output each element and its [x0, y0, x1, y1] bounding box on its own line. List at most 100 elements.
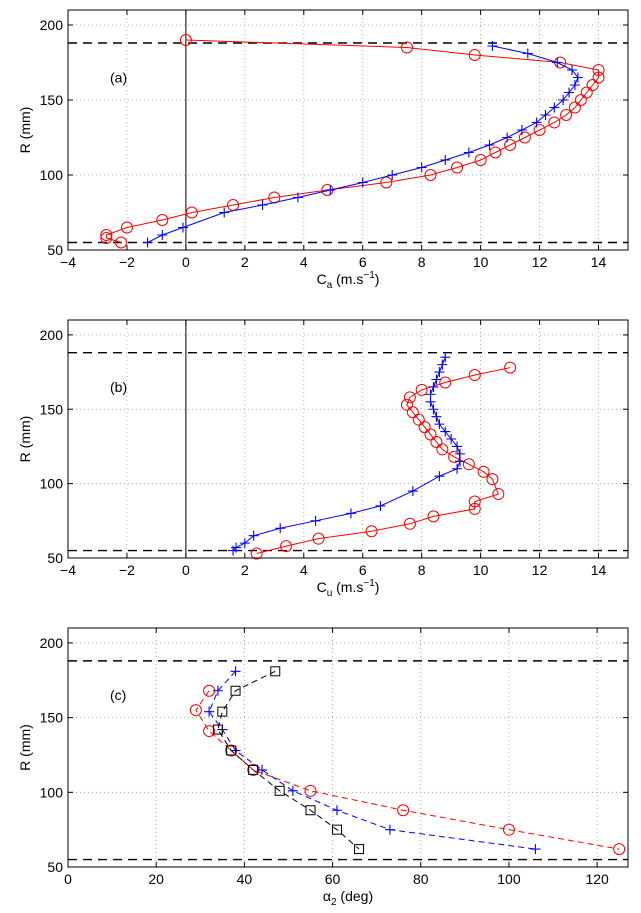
y-axis-label: R (mm): [17, 416, 33, 463]
data-point: [100, 229, 113, 241]
x-tick-label: −4: [60, 254, 76, 270]
data-point: [304, 784, 317, 797]
y-tick-label: 50: [47, 550, 63, 566]
data-point: [257, 200, 268, 210]
axes-box: [67, 627, 629, 868]
x-axis-label-unit-close: ): [375, 579, 380, 595]
x-tick-label: 40: [237, 871, 253, 887]
data-point: [468, 369, 481, 382]
data-point: [424, 428, 437, 441]
data-point: [387, 170, 398, 180]
data-point: [142, 237, 153, 248]
data-point: [403, 517, 416, 530]
y-tick-label: 200: [40, 17, 64, 33]
x-axis-label: Cu (m.s−1): [317, 578, 380, 599]
data-point: [217, 706, 228, 717]
data-point: [489, 146, 502, 159]
series-2: [228, 352, 465, 556]
data-point: [452, 463, 463, 474]
data-point: [248, 764, 259, 775]
x-axis-label-unit: (m.s: [332, 271, 363, 287]
data-point: [440, 352, 451, 363]
x-axis-label-superscript: −1: [363, 578, 375, 589]
x-tick-label: 4: [300, 562, 308, 578]
data-point: [219, 207, 230, 218]
chart-panel-1: −4 −2 0 2 4 6 8 10 12 14 50 100 150 200 (a) R (mm) Ca (m…: [17, 9, 629, 291]
panel-label: (a): [110, 70, 127, 86]
data-point: [397, 804, 410, 817]
x-axis-label-unit-close: ): [375, 271, 380, 287]
x-tick-label: 12: [532, 254, 548, 270]
data-point: [531, 117, 542, 128]
data-point: [613, 843, 626, 856]
data-point: [568, 101, 581, 114]
series-line: [208, 670, 536, 850]
data-point: [504, 139, 517, 151]
panel-label: (c): [110, 687, 126, 703]
series-line: [256, 367, 511, 555]
data-point: [569, 80, 580, 90]
x-tick-label: 6: [359, 562, 367, 578]
data-point: [204, 706, 215, 717]
data-point: [533, 124, 546, 136]
series-line: [195, 690, 620, 850]
data-point: [431, 411, 442, 422]
chart-panel-2: −4 −2 0 2 4 6 8 10 12 14 50 100 150 200 (b) R (mm) Cu (m…: [17, 319, 629, 599]
x-tick-label: 0: [182, 562, 190, 578]
x-tick-label: 0: [182, 254, 190, 270]
data-point: [572, 72, 583, 83]
data-point: [418, 421, 431, 434]
data-point: [468, 49, 481, 61]
data-point: [400, 41, 413, 54]
y-tick-label: 100: [40, 784, 64, 800]
data-point: [431, 374, 442, 385]
data-point: [580, 86, 593, 99]
series-line: [147, 45, 579, 243]
series-line: [217, 670, 360, 850]
data-point: [428, 381, 439, 392]
data-point: [522, 48, 533, 59]
x-axis-label-superscript: −1: [363, 270, 375, 281]
data-point: [177, 222, 188, 233]
data-point: [428, 404, 439, 415]
data-point: [365, 525, 378, 538]
data-point: [212, 685, 223, 696]
y-axis-label: R (mm): [17, 107, 33, 154]
x-axis-label: Ca (m.s−1): [317, 270, 380, 291]
data-point: [407, 486, 418, 497]
data-point: [592, 71, 605, 84]
data-point: [239, 538, 250, 549]
data-point: [375, 500, 386, 511]
data-point: [287, 785, 298, 796]
x-axis-label-symbol: C: [317, 271, 327, 287]
x-axis-label-symbol: C: [317, 579, 327, 595]
data-point: [434, 367, 445, 378]
data-point: [270, 666, 281, 677]
data-point: [502, 823, 515, 836]
data-point: [275, 523, 286, 534]
data-point: [354, 844, 365, 855]
data-point: [446, 434, 457, 444]
data-point: [518, 131, 531, 144]
data-point: [434, 471, 445, 482]
data-point: [462, 458, 475, 471]
y-tick-label: 200: [40, 327, 64, 343]
series-2: [142, 41, 583, 248]
data-point: [157, 230, 168, 240]
data-point: [455, 456, 465, 467]
series-1: [100, 34, 605, 249]
data-point: [504, 361, 517, 374]
data-point: [468, 495, 481, 508]
data-point: [257, 764, 268, 775]
x-tick-label: 8: [418, 254, 426, 270]
x-axis-label-subscript: 2: [331, 897, 337, 908]
data-point: [548, 116, 561, 129]
y-tick-label: 150: [40, 92, 64, 108]
series-1: [189, 684, 626, 856]
data-point: [345, 508, 356, 519]
data-point: [451, 161, 464, 174]
data-point: [440, 426, 451, 437]
x-tick-label: −2: [119, 562, 135, 578]
data-point: [292, 192, 303, 203]
